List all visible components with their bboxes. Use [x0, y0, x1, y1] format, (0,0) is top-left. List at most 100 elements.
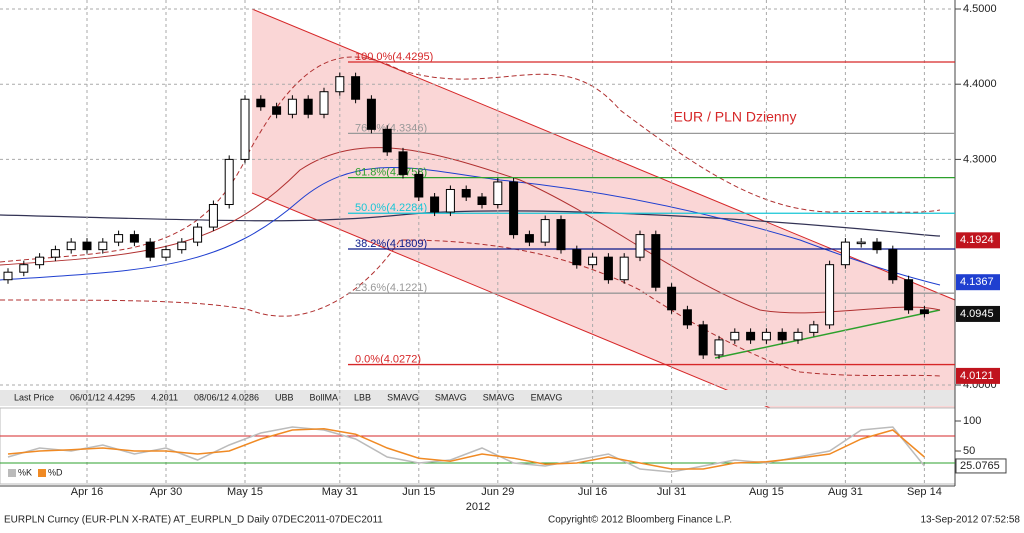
osc-line [7, 426, 925, 473]
candle [208, 204, 218, 228]
oscillator-panel [0, 407, 956, 485]
candle [619, 256, 629, 281]
candle [414, 173, 424, 198]
candle [35, 256, 45, 266]
legend-entry: LBB [354, 392, 371, 402]
osc-tick-label: 50 [963, 445, 975, 457]
year-label: 2012 [466, 501, 490, 513]
price-tag [956, 232, 1000, 249]
legend-swatch [38, 469, 46, 477]
candle [603, 256, 613, 281]
candle [50, 249, 60, 258]
legend-entry: SMAVG [483, 392, 515, 402]
candle [161, 249, 171, 258]
candle [82, 241, 92, 251]
candle [319, 91, 329, 115]
candle [872, 241, 882, 251]
price-tag [956, 274, 1000, 291]
candle [129, 234, 139, 243]
candle [193, 226, 203, 243]
price-tag-label: 4.1924 [960, 234, 994, 246]
osc-legend: %K [18, 467, 32, 477]
upper-band [0, 56, 941, 263]
y-tick-label: 4.3000 [963, 153, 997, 165]
candle [777, 331, 787, 341]
candle [224, 158, 234, 206]
candle [3, 271, 13, 281]
x-tick-label: Sep 14 [907, 486, 942, 498]
annotation: EUR / PLN Dzienny [674, 109, 797, 125]
candle [445, 188, 455, 213]
x-tick-label: May 15 [227, 486, 263, 498]
candle [556, 219, 566, 251]
candle [256, 98, 266, 108]
candle [19, 264, 29, 273]
candle [477, 196, 487, 206]
x-tick-label: Apr 30 [150, 486, 182, 498]
candle [303, 98, 313, 115]
candle [635, 234, 645, 258]
candle [509, 181, 519, 236]
price-tag [956, 367, 1000, 384]
candle [856, 241, 866, 245]
osc-tag-label: 25.0765 [960, 460, 1000, 472]
osc-tick-label: 100 [963, 415, 981, 427]
x-tick-label: Jun 29 [481, 486, 514, 498]
candle [540, 219, 550, 243]
candle [287, 98, 297, 115]
candle [698, 324, 708, 356]
fib-label: 100.0%(4.4295) [355, 51, 433, 63]
legend-entry: BollMA [310, 392, 339, 402]
candle [335, 76, 345, 93]
candle [351, 76, 361, 100]
price-tag-label: 4.0945 [960, 308, 994, 320]
x-tick-label: May 31 [322, 486, 358, 498]
candle [904, 279, 914, 311]
price-tag-label: 4.0121 [960, 370, 994, 382]
legend-entry: SMAVG [435, 392, 467, 402]
x-tick-label: Apr 16 [71, 486, 103, 498]
candle [493, 181, 503, 206]
candle [588, 256, 598, 266]
footer-left: EURPLN Curncy (EUR-PLN X-RATE) AT_EURPLN… [4, 515, 383, 526]
candle [430, 196, 440, 213]
y-tick-label: 4.4000 [963, 78, 997, 90]
ema-line [0, 210, 941, 237]
candle [746, 331, 756, 341]
osc-tag [955, 458, 1007, 474]
candle [461, 188, 471, 198]
legend-entry: Last Price [14, 392, 54, 402]
candle [524, 234, 534, 243]
legend-entry: UBB [275, 392, 294, 402]
x-tick-label: Jul 16 [578, 486, 607, 498]
x-tick-label: Jul 31 [657, 486, 686, 498]
candle [66, 241, 76, 251]
candle [98, 241, 108, 251]
trend-channel [252, 9, 955, 410]
footer-center: Copyright© 2012 Bloomberg Finance L.P. [548, 515, 732, 526]
legend-entry: SMAVG [387, 392, 419, 402]
sma-line [0, 167, 941, 286]
candle [177, 241, 187, 251]
x-tick-label: Aug 31 [828, 486, 863, 498]
candle [651, 234, 661, 288]
candle [888, 249, 898, 281]
legend-swatch [8, 469, 16, 477]
candle [761, 331, 771, 341]
candle [919, 309, 929, 315]
candle [572, 249, 582, 266]
candle [682, 309, 692, 326]
candle [793, 331, 803, 341]
x-tick-label: Aug 15 [749, 486, 784, 498]
osc-line [7, 428, 925, 470]
candle [114, 234, 124, 243]
y-tick-label: 4.5000 [963, 3, 997, 15]
price-tag-label: 4.1367 [960, 276, 994, 288]
candle [398, 151, 408, 175]
fib-label: 38.2%(4.1809) [355, 238, 427, 250]
candle [667, 286, 677, 311]
legend-entry: 06/01/12 4.4295 [70, 392, 135, 402]
candle [145, 241, 155, 258]
